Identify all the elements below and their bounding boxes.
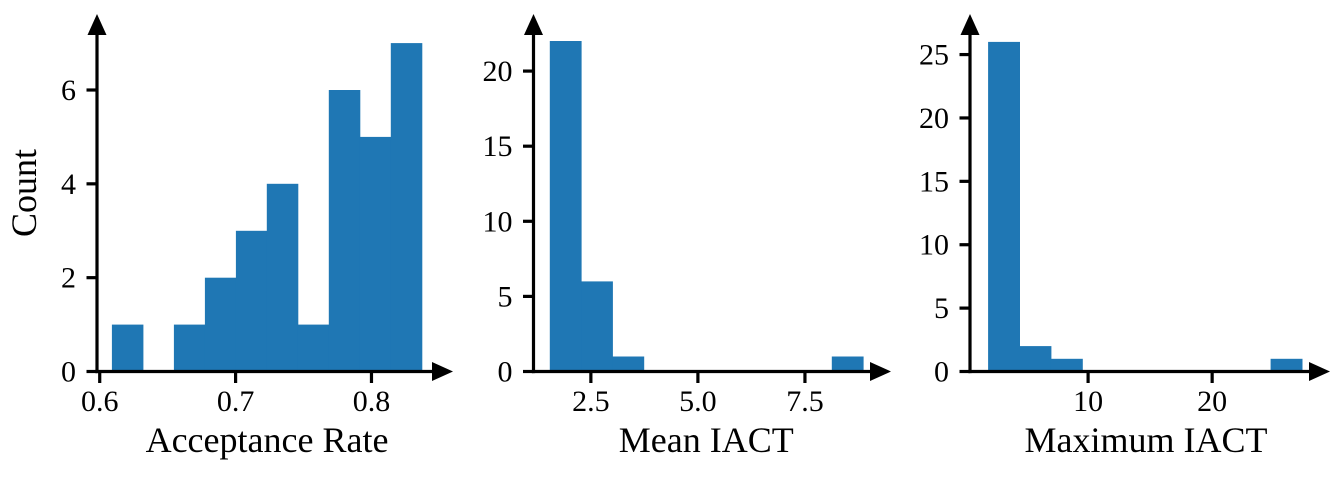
y-tick-label: 20 [919,102,949,135]
y-axis-arrowhead [960,14,980,35]
chart-mean-iact-histogram: 2.5 5.0 7.5 0 5 10 15 20 Mean IACT [483,14,891,460]
chart-maximum-iact-histogram: 10 20 0 5 10 15 20 25 Maximum IACT [919,14,1330,460]
y-tick-label: 5 [934,292,949,325]
x-tick-label: 5.0 [679,385,717,418]
x-axis-arrowhead [432,362,453,381]
y-axis-arrowhead [87,14,107,35]
histogram-bar [359,136,392,372]
y-tick-label: 2 [61,262,76,295]
y-tick-label: 0 [61,356,76,389]
histogram-bar [266,183,299,372]
x-tick-label: 0.8 [353,385,391,418]
y-tick-label: 6 [61,74,76,107]
x-tick-label: 2.5 [572,385,610,418]
x-axis-arrowhead [870,362,891,381]
x-tick-label: 20 [1197,385,1227,418]
y-tick-label: 5 [498,280,513,313]
x-axis-arrowhead [1309,362,1330,381]
y-tick-label: 4 [61,168,76,201]
histogram-bar [204,277,237,372]
x-tick-label: 0.7 [217,385,255,418]
histogram-bar [1050,358,1083,372]
histogram-bar [549,41,582,372]
chart-acceptance-rate-histogram: 0.6 0.7 0.8 0 2 4 6 Acceptance Rate Count [4,14,453,460]
histogram-bar [390,43,423,372]
x-tick-label: 7.5 [786,385,824,418]
histogram-bar [297,324,330,372]
x-axis-label: Mean IACT [619,420,794,460]
histogram-bar [612,356,645,372]
histogram-bar [235,230,268,372]
y-tick-label: 10 [483,205,513,238]
histogram-bar [328,90,361,372]
y-tick-label: 20 [483,55,513,88]
y-tick-label: 0 [498,356,513,389]
y-tick-label: 25 [919,39,949,72]
y-tick-label: 15 [483,130,513,163]
x-axis-label: Acceptance Rate [146,420,389,460]
x-tick-label: 10 [1073,385,1103,418]
histogram-bar [831,356,864,372]
y-tick-label: 10 [919,229,949,262]
histogram-bar [988,41,1020,372]
y-tick-label: 0 [934,356,949,389]
x-axis-label: Maximum IACT [1025,420,1268,460]
y-axis-arrowhead [524,14,543,35]
x-tick-label: 0.6 [81,385,119,418]
histogram-bar [111,324,144,372]
histogram-bar [1019,346,1052,372]
y-axis-label: Count [4,149,44,237]
histogram-bar [1270,358,1303,372]
histogram-bar [581,281,613,372]
histogram-bar [173,324,206,372]
y-tick-label: 15 [919,165,949,198]
